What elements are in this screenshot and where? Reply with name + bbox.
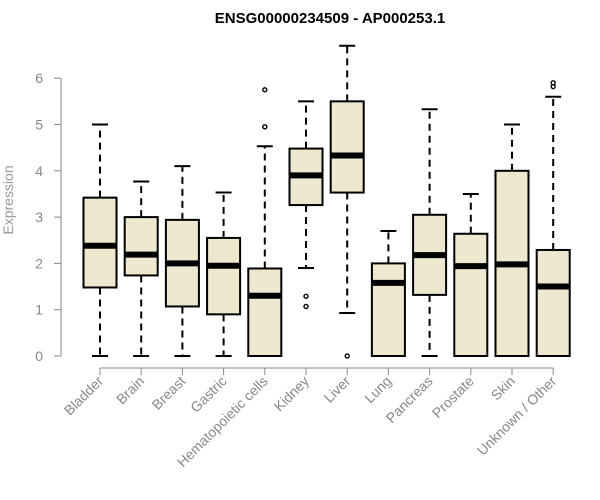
outlier-point: [262, 87, 268, 93]
box-brain: [123, 180, 159, 357]
iqr-box: [370, 262, 406, 357]
box-lung: [370, 229, 406, 357]
x-tick-label: Prostate: [429, 373, 477, 421]
outlier-point: [303, 293, 309, 299]
outlier-point: [262, 124, 268, 130]
outlier-point: [303, 303, 309, 310]
boxes-layer: [82, 44, 571, 359]
y-tick-label: 1: [35, 302, 43, 318]
y-axis: 0 1 2 3 4 5 6: [35, 70, 62, 364]
x-tick-label: Liver: [321, 373, 354, 406]
iqr-box: [247, 267, 283, 358]
x-tick-label: Brain: [113, 373, 147, 407]
box-skin: [494, 123, 530, 357]
box-breast: [164, 165, 200, 357]
box-unknown-other: [535, 80, 571, 358]
x-tick-label: Skin: [488, 373, 519, 404]
y-tick-label: 5: [35, 117, 43, 133]
iqr-box: [82, 196, 118, 289]
outlier-point: [550, 80, 556, 86]
y-tick-label: 6: [35, 70, 43, 86]
outlier-point: [344, 353, 350, 359]
y-axis-label: Expression: [0, 165, 16, 234]
x-tick-label: Breast: [149, 373, 189, 413]
box-pancreas: [412, 108, 448, 357]
iqr-box: [535, 248, 571, 358]
iqr-box: [329, 100, 365, 194]
box-gastric: [206, 191, 242, 357]
iqr-box: [453, 232, 489, 358]
x-tick-label: Kidney: [271, 373, 313, 415]
box-liver: [329, 44, 365, 359]
box-prostate: [453, 192, 489, 358]
y-tick-label: 0: [35, 348, 43, 364]
chart-title: ENSG00000234509 - AP000253.1: [215, 10, 445, 27]
iqr-box: [206, 236, 242, 316]
y-tick-label: 3: [35, 209, 43, 225]
box-hematopoietic-cells: [247, 87, 283, 358]
box-kidney: [288, 100, 324, 310]
y-tick-label: 2: [35, 255, 43, 271]
y-tick-label: 4: [35, 163, 43, 179]
box-bladder: [82, 123, 118, 357]
x-tick-label: Bladder: [61, 373, 107, 419]
x-tick-label: Lung: [361, 373, 394, 406]
iqr-box: [123, 216, 159, 277]
